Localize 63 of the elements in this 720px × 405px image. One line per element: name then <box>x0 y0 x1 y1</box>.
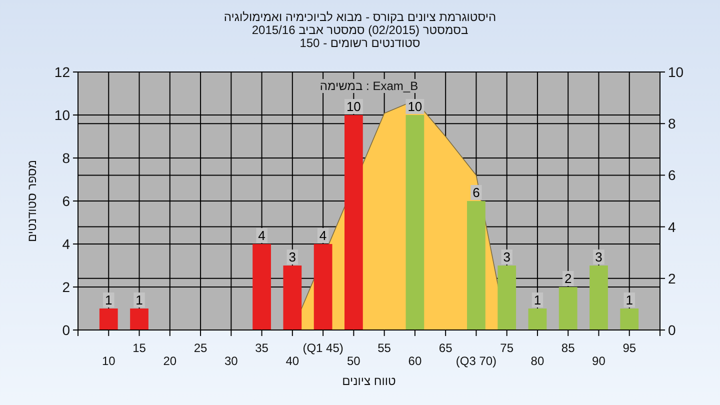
bar <box>406 115 424 330</box>
y-tick-label: 4 <box>62 236 70 252</box>
x-tick-label: 85 <box>561 341 576 355</box>
y-tick-label: 6 <box>62 193 70 209</box>
y-tick-label: 12 <box>54 64 70 80</box>
y-axis-title: מספר סטודנטים <box>25 160 39 242</box>
annotation: Exam_B : במשימה <box>320 79 418 93</box>
bar <box>590 266 608 330</box>
chart-subtitle: בסמסטר (02/2015) סמסטר אביב 2015/16 <box>252 23 468 37</box>
data-label: 3 <box>503 250 510 264</box>
bar <box>283 266 302 330</box>
x-tick-label: 55 <box>378 341 392 355</box>
bar <box>99 308 118 330</box>
data-label: 1 <box>105 292 112 308</box>
bar <box>558 287 578 330</box>
x-tick-label: 75 <box>500 341 514 355</box>
x-axis-title: טווח ציונים <box>342 374 396 388</box>
y-tick-label: 10 <box>54 107 70 123</box>
y2-tick-label: 2 <box>668 270 676 286</box>
x-tick-label: 15 <box>132 341 146 355</box>
x-tick-label: 40 <box>286 354 300 368</box>
text: סטודנטים רשומים - 150 <box>300 36 420 50</box>
x-tick-label: 25 <box>194 341 208 355</box>
y-tick-label: 2 <box>62 279 70 295</box>
y-tick-label: 0 <box>62 322 70 338</box>
bar <box>344 115 363 330</box>
bar <box>528 308 547 330</box>
x-tick-label: 50 <box>347 354 361 368</box>
bar <box>130 308 148 330</box>
data-label: 10 <box>346 99 361 114</box>
data-label: 2 <box>564 271 572 286</box>
data-label: 10 <box>408 99 422 114</box>
x-tick-label: 10 <box>102 354 116 368</box>
x-tick-label: 20 <box>163 354 177 368</box>
x-tick-label: (Q1 45) <box>302 341 344 355</box>
x-tick-label: 60 <box>408 354 422 368</box>
y2-tick-label: 8 <box>668 116 676 132</box>
x-tick-label: 35 <box>255 341 269 355</box>
data-label: 3 <box>595 250 602 264</box>
data-label: 6 <box>472 185 480 200</box>
data-label: 4 <box>319 228 327 243</box>
bar <box>620 308 639 330</box>
data-label: 1 <box>136 292 143 308</box>
x-tick-label: 65 <box>438 341 453 355</box>
x-tick-label: 30 <box>224 354 238 368</box>
y2-tick-label: 4 <box>668 218 676 235</box>
bar <box>314 244 332 330</box>
y-tick-label: 8 <box>62 150 70 166</box>
bar <box>498 266 516 330</box>
x-tick-label: 80 <box>530 354 544 368</box>
chart-title: היסטוגרמת ציונים בקורס - מבוא לביוכימיה ואמימולוגיה <box>224 10 496 24</box>
x-tick-label: 90 <box>592 354 606 368</box>
bar <box>252 244 271 330</box>
x-tick-label: 95 <box>622 341 636 355</box>
data-label: 1 <box>626 292 633 308</box>
data-label: 1 <box>534 292 542 308</box>
x-tick-label: (Q3 70) <box>456 354 497 368</box>
y2-tick-label: 10 <box>668 64 684 80</box>
bar <box>467 201 486 330</box>
data-label: 3 <box>288 250 296 264</box>
y2-tick-label: 6 <box>668 167 676 184</box>
y2-tick-label: 0 <box>668 322 676 338</box>
data-label: 4 <box>258 228 266 243</box>
